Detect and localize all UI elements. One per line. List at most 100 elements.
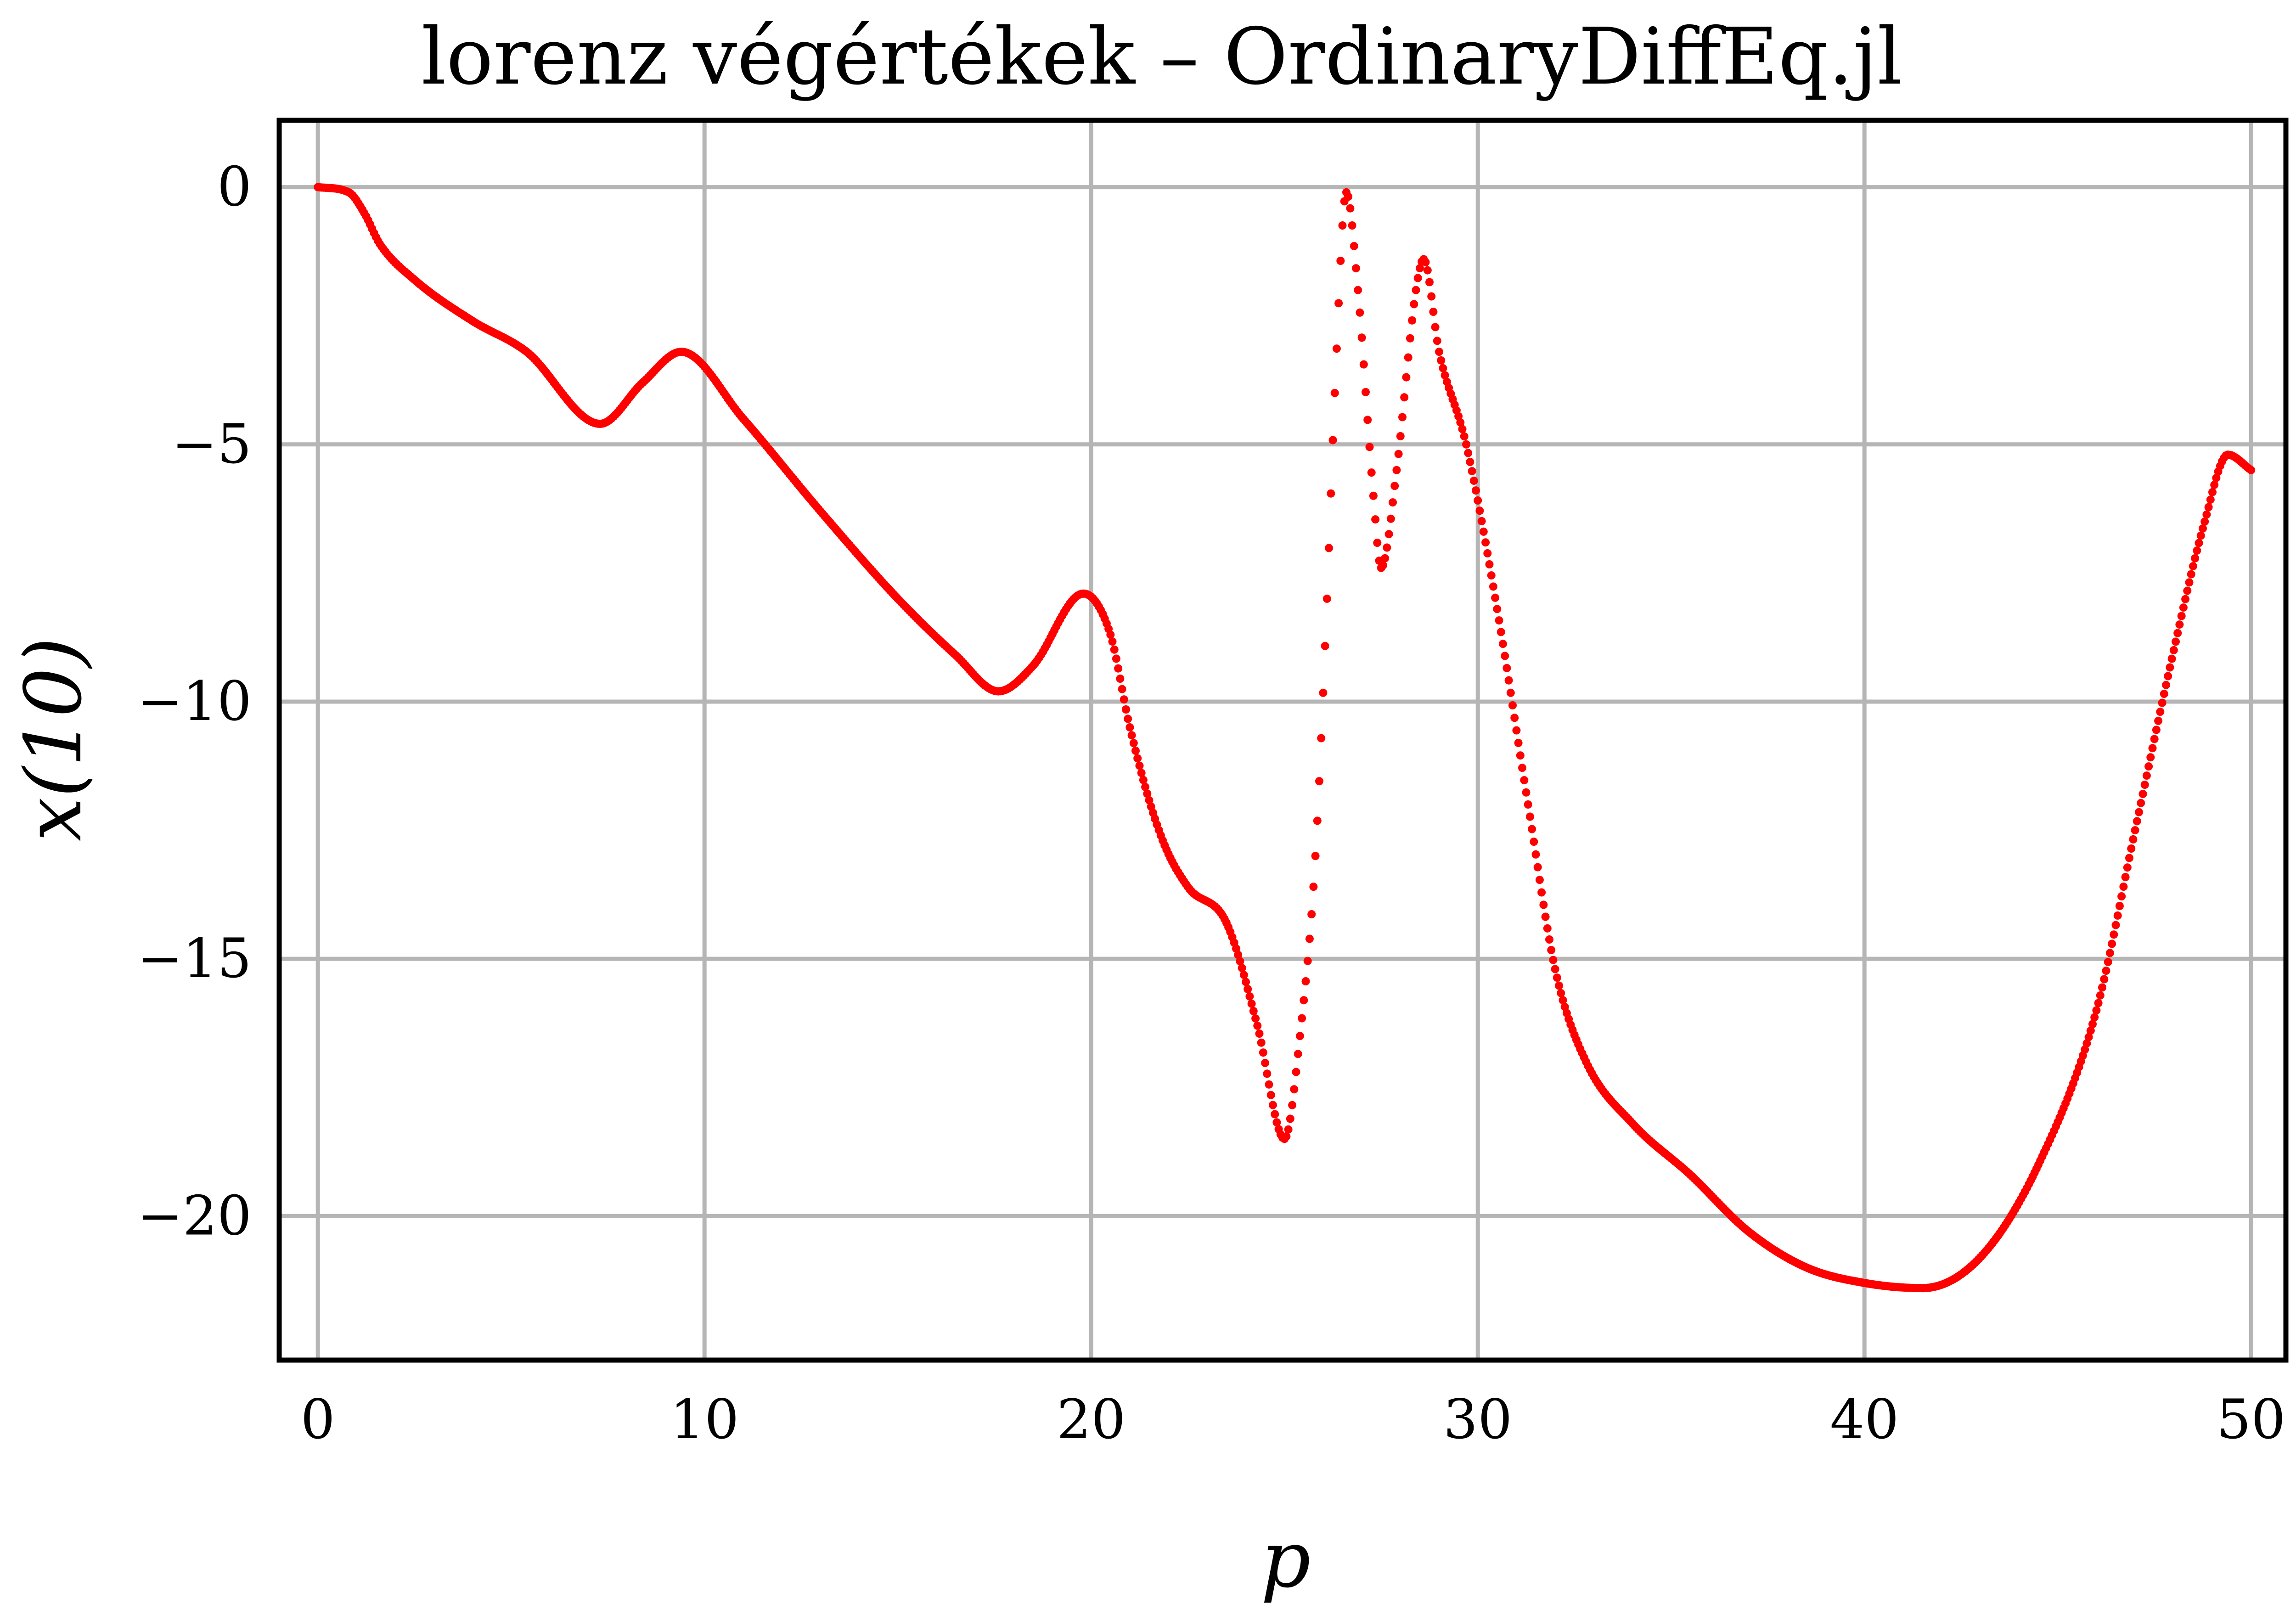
data-point: [1472, 486, 1480, 495]
data-point: [1332, 344, 1341, 353]
data-point: [1456, 418, 1465, 427]
data-point: [1305, 934, 1314, 943]
data-point: [1535, 876, 1544, 884]
chart-title: lorenz végértékek – OrdinaryDiffEq.jl: [421, 11, 1902, 102]
data-point: [1272, 1118, 1281, 1127]
data-point: [2129, 835, 2138, 844]
data-point: [1531, 850, 1540, 859]
data-point: [2094, 999, 2103, 1007]
data-point: [1379, 561, 1387, 570]
data-point: [1325, 544, 1333, 552]
data-point: [1257, 1038, 1266, 1047]
data-point: [1143, 789, 1152, 798]
data-point: [1421, 258, 1430, 266]
data-point: [2167, 654, 2176, 663]
data-point: [1251, 1014, 1260, 1023]
data-point: [1135, 761, 1144, 770]
data-point: [1487, 571, 1496, 580]
data-point: [1290, 1085, 1299, 1094]
data-point: [2115, 902, 2124, 910]
data-point: [1110, 645, 1119, 654]
data-point: [1236, 957, 1244, 966]
data-point: [1406, 334, 1414, 343]
data-point: [2158, 698, 2167, 707]
data-point: [2200, 517, 2209, 526]
data-point: [1309, 883, 1318, 891]
data-point: [1141, 782, 1150, 791]
x-tick-label: 30: [1443, 1388, 1512, 1451]
data-point: [2208, 488, 2217, 496]
data-point: [1429, 308, 1438, 316]
data-point: [1497, 628, 1505, 636]
data-point: [1396, 432, 1405, 440]
data-point: [2247, 466, 2256, 474]
data-point: [2100, 975, 2109, 984]
data-point: [1265, 1080, 1273, 1089]
data-point: [1317, 734, 1326, 742]
data-point: [2131, 826, 2139, 835]
data-point: [2195, 539, 2203, 547]
data-point: [1464, 449, 1473, 457]
data-point: [1242, 978, 1250, 986]
data-point: [2144, 762, 2153, 771]
y-tick-label: −5: [172, 412, 252, 476]
data-point: [2082, 1039, 2091, 1048]
data-point: [1133, 754, 1142, 763]
data-point: [1112, 654, 1120, 663]
data-point: [1386, 514, 1395, 523]
data-point: [2206, 495, 2215, 504]
data-point: [1131, 747, 1140, 755]
data-point: [2162, 681, 2170, 689]
data-point: [1330, 388, 1339, 397]
data-point: [1518, 764, 1526, 772]
data-point: [2092, 1006, 2101, 1015]
data-point: [1495, 616, 1503, 625]
data-point: [1410, 300, 1418, 309]
tick-labels: 0 10 20 30 40 50 0 −5 −10 −15 −20: [137, 155, 2285, 1451]
data-point: [1547, 946, 1556, 954]
data-point: [1356, 308, 1364, 317]
data-point: [1383, 543, 1391, 552]
data-point: [1137, 769, 1146, 777]
data-point: [2123, 863, 2132, 872]
data-point: [1116, 675, 1125, 683]
data-point: [1553, 973, 1561, 982]
data-point: [1506, 688, 1515, 697]
data-point: [2102, 967, 2110, 975]
data-point: [2111, 921, 2120, 929]
data-point: [2191, 554, 2200, 562]
data-point: [2140, 781, 2149, 789]
data-point: [2104, 957, 2112, 966]
data-point: [1311, 852, 1320, 861]
data-point: [2148, 744, 2157, 753]
y-axis-label: x(10): [8, 637, 99, 842]
data-point: [1516, 751, 1525, 760]
data-point: [1493, 605, 1502, 613]
data-point: [1479, 527, 1488, 536]
data-point: [1234, 951, 1243, 959]
data-point: [1460, 432, 1469, 441]
data-point: [2146, 753, 2155, 762]
data-point: [1334, 299, 1343, 308]
data-point: [2164, 672, 2172, 681]
data-point: [1514, 738, 1523, 747]
data-point: [1239, 971, 1248, 979]
data-point: [2098, 983, 2106, 992]
data-point: [1266, 1091, 1275, 1099]
data-point: [1106, 630, 1115, 639]
data-point: [1336, 257, 1345, 265]
data-point: [1319, 688, 1328, 697]
x-tick-label: 40: [1830, 1388, 1899, 1451]
data-point: [1425, 278, 1434, 287]
data-point: [1503, 664, 1511, 672]
data-point: [1392, 466, 1401, 474]
data-point: [1468, 467, 1476, 476]
data-point: [1247, 999, 1256, 1008]
data-point: [1338, 221, 1347, 230]
data-point: [1301, 977, 1310, 985]
data-point: [1294, 1050, 1302, 1058]
data-point: [1441, 371, 1449, 380]
data-point: [1525, 812, 1534, 821]
data-point: [1354, 286, 1362, 294]
